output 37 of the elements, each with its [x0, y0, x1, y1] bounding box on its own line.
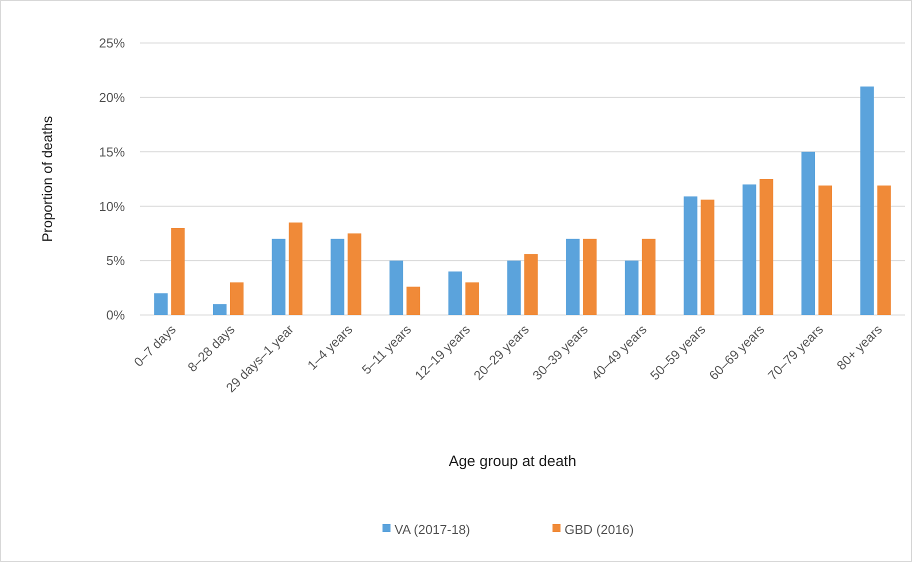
legend-label: GBD (2016)	[564, 522, 634, 537]
bar	[330, 238, 344, 315]
bar	[818, 186, 832, 315]
bar	[524, 254, 538, 315]
bar	[154, 293, 168, 315]
bar	[760, 179, 774, 315]
bar	[171, 228, 185, 315]
x-axis-title: Age group at death	[448, 453, 576, 470]
bar	[583, 238, 597, 315]
bar	[801, 152, 816, 315]
bar	[212, 304, 227, 315]
bar	[390, 260, 404, 315]
y-tick-label: 25%	[98, 36, 126, 51]
bar	[272, 238, 286, 315]
bar	[406, 286, 420, 315]
bar	[700, 200, 714, 315]
y-axis-title: Proportion of deaths	[39, 116, 55, 242]
bar	[448, 271, 462, 315]
legend-label: VA (2017-18)	[394, 522, 470, 537]
y-tick-label: 15%	[98, 144, 126, 160]
bar	[465, 282, 479, 315]
bar	[684, 196, 698, 315]
bar	[348, 233, 362, 315]
y-tick-label: 0%	[106, 308, 126, 323]
bar	[742, 184, 756, 315]
y-tick-label: 5%	[106, 253, 126, 268]
x-tick-label: 0–7 days	[130, 321, 180, 370]
y-tick-label: 10%	[98, 198, 126, 214]
bar	[642, 238, 656, 315]
bar	[566, 238, 580, 315]
bar	[288, 222, 302, 315]
bar	[624, 260, 638, 315]
bar	[860, 86, 874, 315]
bar	[877, 186, 891, 315]
bar	[230, 282, 244, 315]
bar	[507, 260, 521, 315]
y-tick-label: 20%	[98, 90, 126, 105]
